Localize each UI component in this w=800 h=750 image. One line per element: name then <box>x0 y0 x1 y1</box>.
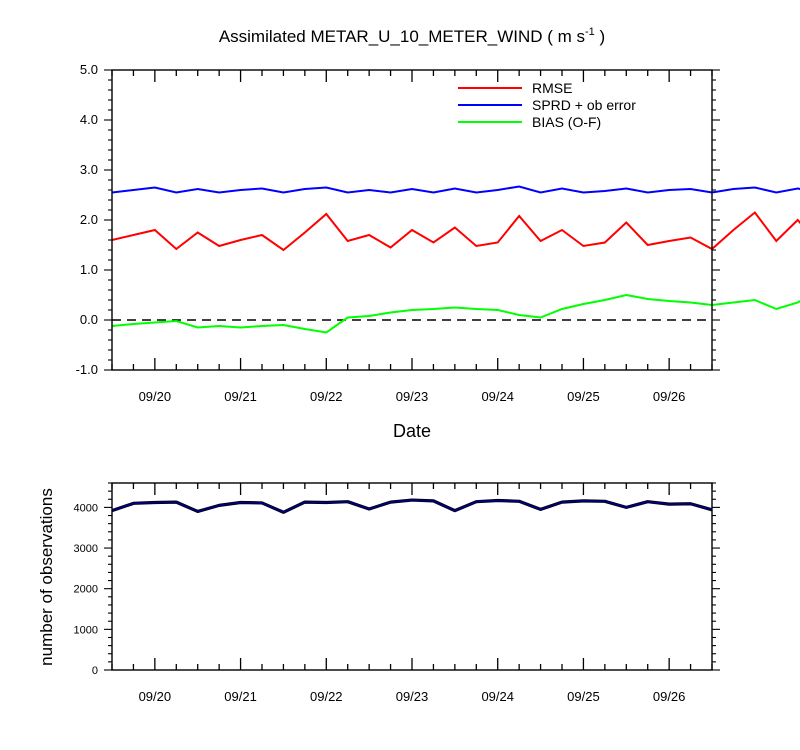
x-tick-label: 09/26 <box>653 389 686 404</box>
wind-stats-xtick-labels: 09/20 09/21 09/22 09/23 09/24 09/25 09/26 <box>139 389 686 404</box>
wind-stats-x-axis-label: Date <box>393 421 431 441</box>
y-tick-label: 1000 <box>74 624 98 636</box>
x-tick-label: 09/22 <box>310 689 343 704</box>
series-line-rmse <box>111 211 800 252</box>
x-tick-label: 09/20 <box>139 389 172 404</box>
observation-count-ytick-labels: 0 1000 2000 3000 4000 <box>74 502 98 677</box>
chart-title-superscript: -1 <box>585 26 595 38</box>
y-tick-label: 2000 <box>74 584 98 596</box>
wind-stats-ytick-labels: -1.0 0.0 1.0 2.0 3.0 4.0 5.0 <box>76 62 98 377</box>
observation-count-y-axis-label: number of observations <box>37 488 56 666</box>
x-tick-label: 09/26 <box>653 689 686 704</box>
x-tick-label: 09/25 <box>567 389 600 404</box>
chart-title: Assimilated METAR_U_10_METER_WIND ( m s-… <box>219 26 605 46</box>
wind-stats-series <box>111 185 800 334</box>
observation-count-ticks <box>104 482 720 671</box>
x-tick-label: 09/23 <box>396 689 429 704</box>
series-line-sprd-ob-error <box>111 185 800 194</box>
series-line-bias-o-f <box>111 293 800 334</box>
y-tick-label: 4000 <box>74 502 98 514</box>
x-tick-label: 09/21 <box>224 689 257 704</box>
legend-label: RMSE <box>532 80 572 96</box>
y-tick-label: -1.0 <box>76 362 98 377</box>
y-tick-label: 0.0 <box>80 312 98 327</box>
x-tick-label: 09/25 <box>567 689 600 704</box>
x-tick-label: 09/22 <box>310 389 343 404</box>
x-tick-label: 09/21 <box>224 389 257 404</box>
y-tick-label: 3000 <box>74 543 98 555</box>
legend-label: BIAS (O-F) <box>532 114 601 130</box>
y-tick-label: 5.0 <box>80 62 98 77</box>
observation-count-xtick-labels: 09/20 09/21 09/22 09/23 09/24 09/25 09/26 <box>139 689 686 704</box>
chart-title-main: Assimilated METAR_U_10_METER_WIND ( m s <box>219 27 585 46</box>
wind-stats-plot-frame <box>111 69 713 371</box>
chart-title-suffix: ) <box>595 27 605 46</box>
y-tick-label: 2.0 <box>80 212 98 227</box>
y-tick-label: 0 <box>92 665 98 677</box>
x-tick-label: 09/23 <box>396 389 429 404</box>
wind-stats-ticks <box>104 69 720 371</box>
y-tick-label: 1.0 <box>80 262 98 277</box>
y-tick-label: 3.0 <box>80 162 98 177</box>
wind-stats-panel: -1.00.01.02.03.04.05.0 09/20 09/21 09/22 09… <box>76 62 800 441</box>
observation-count-series <box>111 498 713 514</box>
x-tick-label: 09/20 <box>139 689 172 704</box>
series-line-observations <box>111 499 713 514</box>
y-tick-label: 4.0 <box>80 112 98 127</box>
observation-count-plot-frame <box>111 482 713 671</box>
x-tick-label: 09/24 <box>481 389 514 404</box>
legend-label: SPRD + ob error <box>532 97 636 113</box>
x-tick-label: 09/24 <box>481 689 514 704</box>
